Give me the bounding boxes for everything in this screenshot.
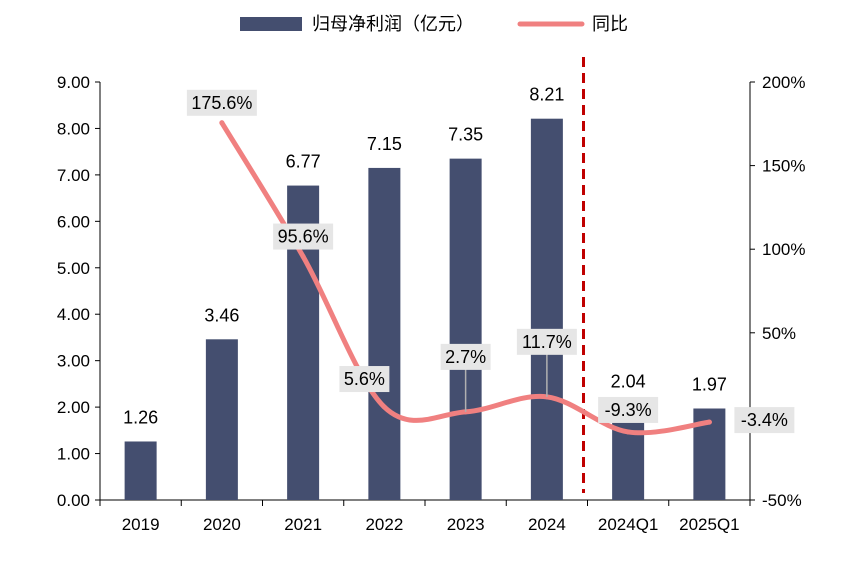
- y-left-tick-label: 0.00: [57, 491, 90, 510]
- yoy-label-box: [186, 89, 257, 116]
- yoy-value-label: 95.6%: [278, 227, 329, 247]
- yoy-value-label: -3.4%: [741, 410, 788, 430]
- yoy-point: [219, 120, 225, 126]
- bar-value-label: 8.21: [529, 85, 564, 105]
- y-right-tick-label: -50%: [762, 491, 802, 510]
- y-left-tick-label: 5.00: [57, 259, 90, 278]
- bar: [205, 339, 238, 500]
- x-tick-label: 2025Q1: [679, 515, 740, 534]
- y-left-tick-label: 2.00: [57, 398, 90, 417]
- bar: [368, 167, 401, 500]
- yoy-point: [706, 419, 712, 425]
- y-right-tick-label: 150%: [762, 157, 805, 176]
- y-left-tick-label: 1.00: [57, 445, 90, 464]
- yoy-label-box: [273, 223, 334, 250]
- bar-value-label: 1.26: [123, 407, 158, 427]
- x-tick-label: 2021: [284, 515, 322, 534]
- x-tick-label: 2023: [447, 515, 485, 534]
- bar-value-label: 1.97: [692, 375, 727, 395]
- y-left-tick-label: 7.00: [57, 166, 90, 185]
- axes: 0.00 1.00 2.00 3.00 4.00 5.00 6.00 7.00 8.00 9.00…: [57, 73, 806, 534]
- yoy-value-label: -9.3%: [605, 400, 652, 420]
- x-tick-label: 2019: [122, 515, 160, 534]
- x-tick-label: 2022: [365, 515, 403, 534]
- y-right-tick-label: 100%: [762, 240, 805, 259]
- legend-label-bar: 归母净利润（亿元）: [312, 14, 474, 35]
- bar-value-label: 6.77: [286, 152, 321, 172]
- x-tick-label: 2024Q1: [598, 515, 659, 534]
- y-left-tick-label: 4.00: [57, 305, 90, 324]
- y-left-tick-label: 6.00: [57, 212, 90, 231]
- bar: [449, 158, 482, 500]
- y-left-tick-label: 8.00: [57, 119, 90, 138]
- bar: [124, 441, 157, 500]
- x-tick-label: 2024: [528, 515, 566, 534]
- y-left-tick-label: 9.00: [57, 73, 90, 92]
- legend: 归母净利润（亿元） 同比: [240, 14, 628, 35]
- data-labels: 1.26 3.46 6.77 7.15 7.35 8.21 2.04 1.97 175.6% 95…: [123, 85, 795, 434]
- yoy-value-label: 175.6%: [191, 93, 252, 113]
- yoy-point: [381, 404, 387, 410]
- y-right-tick-label: 50%: [762, 324, 796, 343]
- yoy-point: [625, 429, 631, 435]
- yoy-label-box: [734, 407, 795, 434]
- yoy-label-box: [598, 396, 659, 423]
- x-tick-label: 2020: [203, 515, 241, 534]
- y-right-tick-label: 200%: [762, 73, 805, 92]
- bar: [530, 118, 563, 501]
- bar-value-label: 3.46: [204, 305, 239, 325]
- y-left-tick-label: 3.00: [57, 352, 90, 371]
- yoy-value-label: 5.6%: [344, 369, 385, 389]
- legend-label-line: 同比: [592, 14, 628, 35]
- yoy-label-box: [440, 343, 491, 370]
- bar-value-label: 7.15: [367, 134, 402, 154]
- yoy-point: [300, 254, 306, 260]
- yoy-label-box: [516, 328, 577, 355]
- yoy-value-label: 2.7%: [445, 347, 486, 367]
- bar-value-label: 7.35: [448, 125, 483, 145]
- legend-swatch-bar: [240, 17, 302, 31]
- yoy-value-label: 11.7%: [522, 332, 572, 352]
- bar-value-label: 2.04: [611, 371, 646, 391]
- yoy-label-box: [339, 366, 390, 393]
